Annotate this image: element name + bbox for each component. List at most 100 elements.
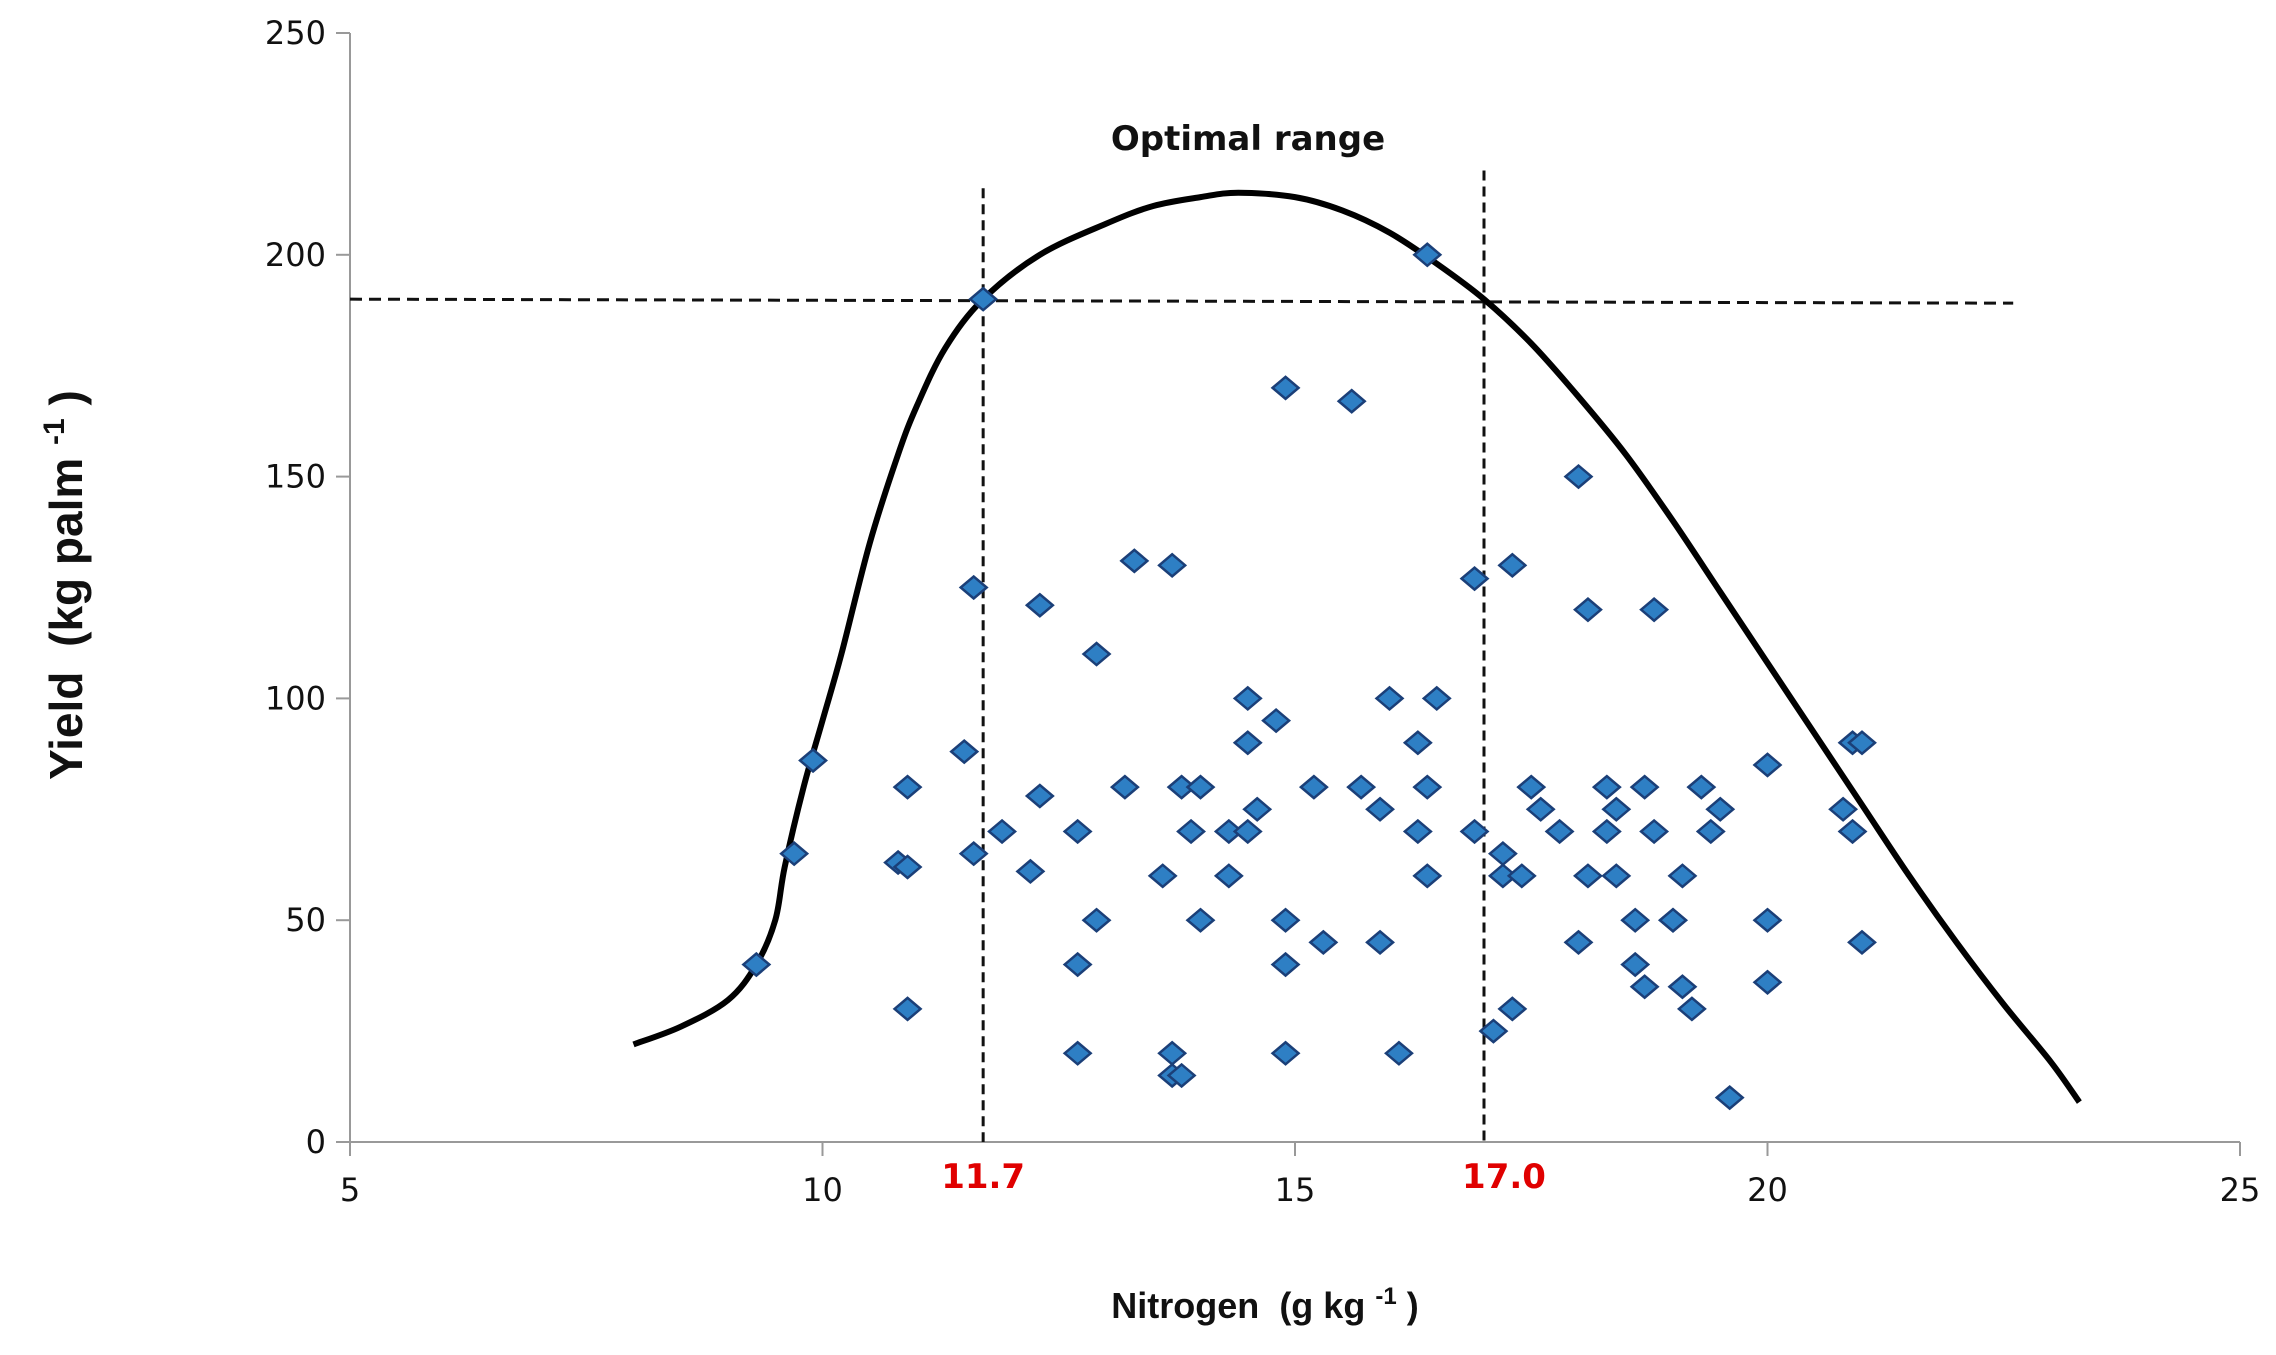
- data-point: [1270, 951, 1301, 978]
- data-point: [1232, 685, 1263, 712]
- data-point: [1591, 818, 1622, 845]
- data-point: [1752, 969, 1783, 995]
- data-point: [892, 774, 923, 800]
- data-point: [741, 951, 772, 978]
- data-point: [1506, 863, 1537, 889]
- x-tick-label: 20: [1747, 1171, 1788, 1209]
- data-point: [1412, 863, 1443, 889]
- data-point: [1705, 796, 1736, 822]
- data-point: [1828, 796, 1859, 822]
- data-point: [1024, 783, 1055, 809]
- data-point: [1421, 685, 1452, 712]
- data-point: [892, 996, 923, 1022]
- data-point: [1497, 552, 1528, 578]
- data-point: [1109, 774, 1140, 800]
- data-point: [1752, 907, 1783, 933]
- data-point: [1242, 796, 1273, 822]
- data-point: [1402, 818, 1433, 845]
- data-point: [1563, 929, 1594, 956]
- optimal-range-boundary-label: 11.7: [941, 1157, 1025, 1197]
- threshold-yield-line: [349, 297, 2014, 305]
- data-point: [1629, 774, 1660, 800]
- y-tick-label: 50: [285, 901, 326, 939]
- data-point: [1157, 1040, 1188, 1066]
- x-axis-title-superscript: -1: [1375, 1283, 1396, 1310]
- data-point: [1374, 685, 1405, 712]
- data-point: [1573, 863, 1603, 889]
- y-axis-title: Yield (kg palm -1 ): [22, 390, 92, 780]
- data-point: [987, 818, 1017, 845]
- data-point: [1667, 863, 1698, 889]
- data-point: [1695, 818, 1726, 845]
- data-point: [1620, 907, 1651, 933]
- data-point: [1497, 996, 1528, 1022]
- y-axis-title-unit: (kg palm: [40, 458, 92, 647]
- data-point: [1270, 1040, 1301, 1066]
- data-point: [1062, 818, 1093, 845]
- data-point: [1686, 774, 1717, 800]
- x-axis-title-name: Nitrogen: [1111, 1285, 1259, 1326]
- data-point: [892, 854, 923, 880]
- data-point: [1402, 730, 1433, 756]
- data-point: [1752, 752, 1783, 778]
- data-point: [1024, 592, 1055, 618]
- data-point: [1620, 951, 1651, 978]
- data-point: [1185, 774, 1216, 800]
- data-point: [1601, 863, 1632, 889]
- data-point: [1270, 375, 1301, 401]
- axes: 0 50 100 150 200 250 5 10 15 20 25: [265, 14, 2260, 1209]
- x-axis-title-close: ): [1407, 1285, 1419, 1326]
- data-point: [968, 286, 999, 312]
- x-axis-title: Nitrogen (g kg -1 ): [1111, 1271, 1418, 1326]
- data-point: [1119, 548, 1150, 574]
- data-point: [1837, 818, 1868, 845]
- data-point: [779, 841, 810, 867]
- data-point: [1847, 929, 1877, 956]
- data-point: [1166, 1062, 1197, 1089]
- data-point: [1544, 818, 1575, 845]
- optimal-range-label: Optimal range: [1111, 119, 1385, 159]
- x-axis-title-unit: (g kg: [1279, 1285, 1365, 1326]
- optimal-range-guides: 11.7 17.0: [349, 170, 2014, 1197]
- data-point: [1591, 774, 1622, 800]
- data-point: [1639, 597, 1670, 623]
- data-point: [1232, 730, 1263, 756]
- data-point: [1365, 929, 1395, 956]
- y-tick-label: 200: [265, 236, 326, 274]
- data-point: [1412, 774, 1443, 800]
- x-tick-label: 25: [2220, 1171, 2261, 1209]
- data-point: [1185, 907, 1216, 933]
- x-tick-label: 15: [1275, 1171, 1316, 1209]
- x-tick-label: 5: [340, 1171, 360, 1209]
- y-tick-label: 100: [265, 679, 326, 717]
- y-tick-label: 250: [265, 14, 326, 52]
- data-point: [1629, 974, 1660, 1000]
- data-point: [1478, 1018, 1509, 1044]
- data-point: [949, 738, 980, 765]
- data-point: [1563, 463, 1594, 490]
- chart-labels: Optimal range Nitrogen (g kg -1 ) Yield …: [22, 119, 1419, 1326]
- data-points: [741, 242, 1877, 1111]
- data-point: [1232, 818, 1263, 845]
- data-point: [1459, 818, 1490, 845]
- data-point: [1157, 552, 1188, 578]
- data-point: [958, 841, 989, 867]
- y-axis-title-superscript: -1: [38, 418, 71, 445]
- y-tick-label: 0: [306, 1123, 326, 1161]
- data-point: [1062, 1040, 1093, 1066]
- data-point: [1062, 951, 1093, 978]
- y-tick-label: 150: [265, 458, 326, 496]
- data-point: [1676, 996, 1707, 1022]
- data-point: [1081, 907, 1112, 933]
- data-point: [1270, 907, 1301, 933]
- data-point: [1213, 863, 1244, 889]
- data-point: [1658, 907, 1688, 933]
- data-point: [1015, 858, 1046, 885]
- x-tick-label: 10: [802, 1171, 843, 1209]
- data-point: [1601, 796, 1632, 822]
- fitted-curve-line: [632, 189, 2082, 1104]
- data-point: [798, 747, 828, 774]
- data-point: [1308, 929, 1339, 956]
- fitted-curve-layer: [632, 189, 2082, 1104]
